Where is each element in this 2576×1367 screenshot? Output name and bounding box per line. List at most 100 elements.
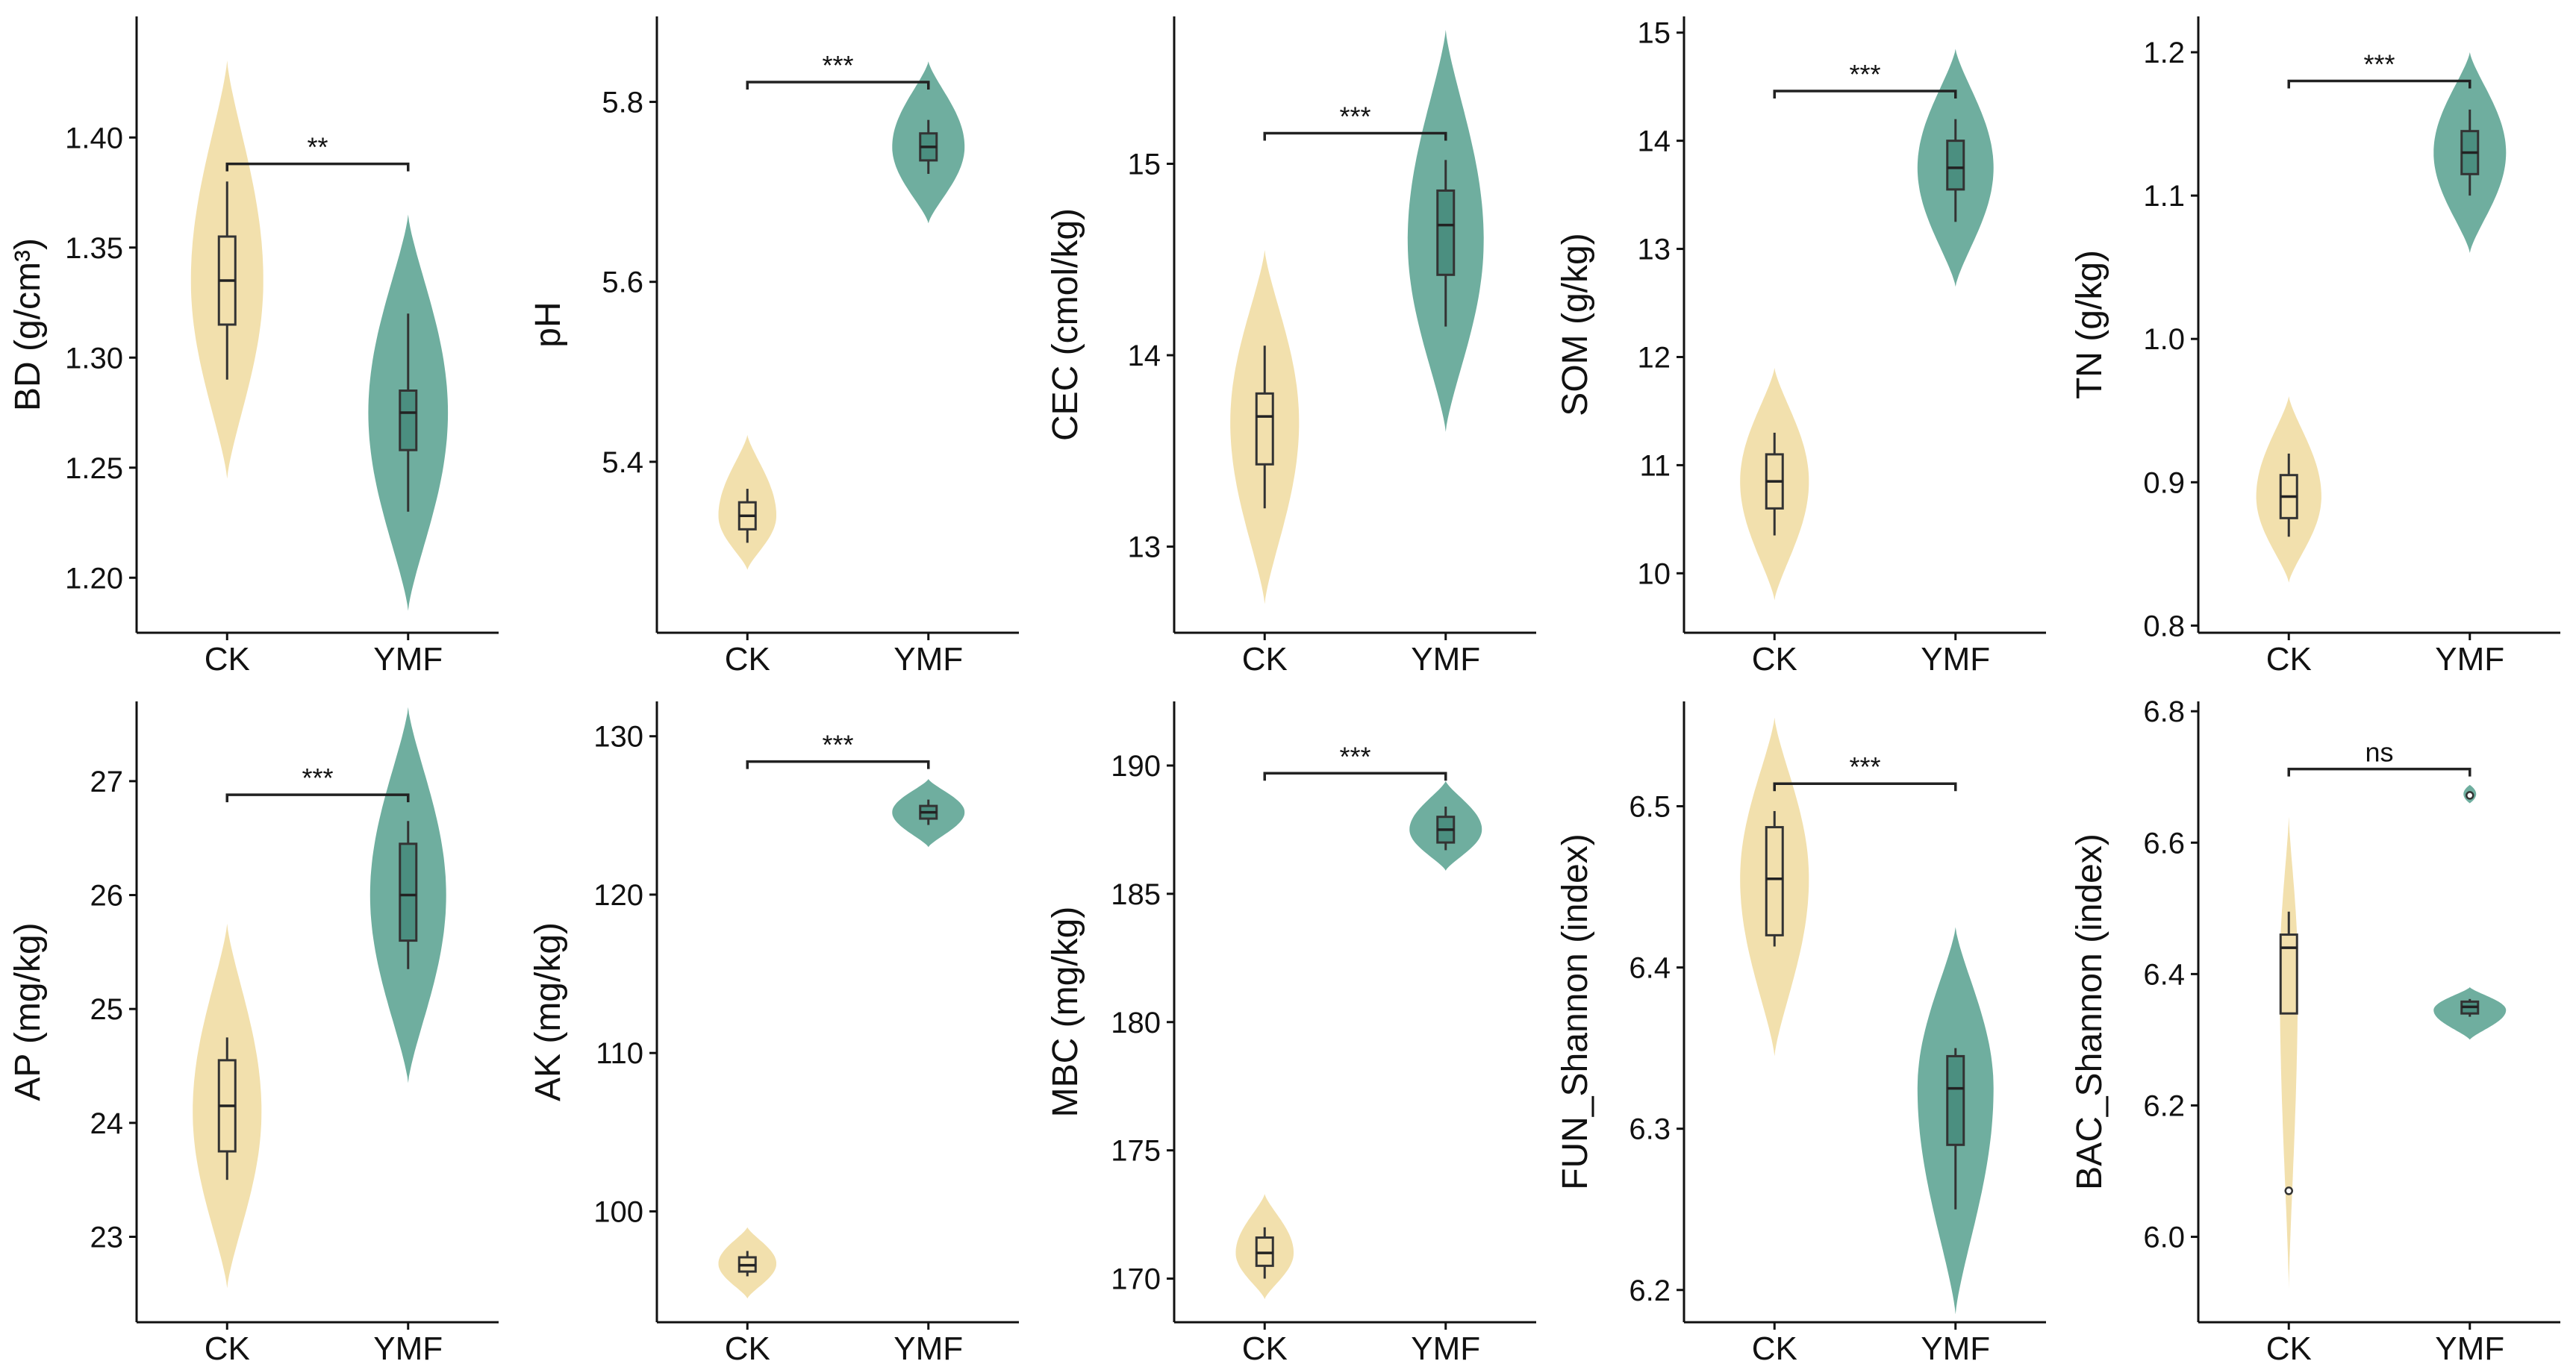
violin-bac-shannon-ck [2280, 816, 2298, 1289]
y-tick-label-som-0: 10 [1638, 557, 1671, 590]
y-tick-label-mbc-2: 180 [1111, 1007, 1161, 1039]
significance-bracket-fun-shannon [1773, 782, 1957, 792]
y-axis-label-ap: AP (mg/kg) [8, 922, 48, 1101]
significance-bracket-ap [225, 793, 410, 803]
significance-label-mbc: *** [1339, 741, 1370, 772]
y-axis-label-fun-shannon: FUN_Shannon (index) [1556, 833, 1595, 1190]
y-tick-label-ak-0: 100 [593, 1195, 643, 1228]
box-fun-shannon-ck [1765, 826, 1784, 936]
box-cec-ymf [1436, 189, 1456, 276]
y-tick-label-tn-4: 1.2 [2143, 37, 2185, 69]
y-tick-label-bd-2: 1.30 [65, 342, 123, 375]
y-axis-label-ak: AK (mg/kg) [528, 922, 568, 1101]
y-axis-label-mbc: MBC (mg/kg) [1046, 907, 1085, 1118]
x-category-label-mbc-ymf: YMF [1411, 1330, 1480, 1367]
significance-label-ak: *** [822, 730, 853, 760]
box-bac-shannon-ck [2279, 933, 2298, 1015]
y-tick-label-bac-shannon-0: 6.0 [2143, 1221, 2185, 1254]
y-tick-label-tn-0: 0.8 [2143, 610, 2185, 642]
y-tick-label-bac-shannon-1: 6.2 [2143, 1089, 2185, 1122]
y-axis-label-cec: CEC (cmol/kg) [1046, 208, 1085, 441]
significance-label-bac-shannon: ns [2365, 737, 2393, 768]
panel-bac-shannon: ns 6.0 6.2 6.4 6.6 6.8 CK YMF BAC_Shannon (index… [2070, 695, 2560, 1367]
y-tick-label-ap-2: 25 [90, 993, 124, 1026]
x-category-label-mbc-ck: CK [1242, 1330, 1288, 1367]
panel-cec: *** 13 14 15 CK YMF CEC (cmol/kg) [1046, 16, 1536, 678]
significance-label-ph: *** [822, 50, 853, 81]
y-tick-label-bd-0: 1.20 [65, 562, 123, 595]
box-cec-ck [1255, 392, 1274, 466]
y-tick-label-cec-2: 15 [1128, 148, 1161, 181]
y-axis-label-tn: TN (g/kg) [2070, 250, 2109, 399]
x-category-label-ph-ck: CK [725, 641, 770, 678]
x-category-label-bac-shannon-ck: CK [2266, 1330, 2312, 1367]
y-tick-label-ap-4: 27 [90, 766, 124, 798]
y-tick-label-ak-2: 120 [593, 879, 643, 912]
y-tick-label-tn-1: 0.9 [2143, 466, 2185, 499]
significance-bracket-tn [2287, 79, 2471, 89]
y-tick-label-som-4: 14 [1638, 125, 1671, 158]
box-fun-shannon-ymf [1946, 1054, 1965, 1146]
y-tick-label-fun-shannon-1: 6.3 [1629, 1113, 1671, 1146]
y-tick-label-fun-shannon-0: 6.2 [1629, 1274, 1671, 1307]
y-tick-label-tn-3: 1.1 [2143, 180, 2185, 213]
box-ap-ymf [399, 842, 418, 942]
y-axis-label-bd: BD (g/cm³) [8, 238, 48, 411]
outlier-bac-shannon-ck-0 [2284, 1186, 2293, 1195]
box-som-ymf [1946, 140, 1965, 191]
y-tick-label-mbc-3: 185 [1111, 878, 1161, 911]
y-tick-label-bac-shannon-4: 6.8 [2143, 695, 2185, 728]
y-tick-label-bac-shannon-2: 6.4 [2143, 958, 2185, 991]
panel-ak: *** 100 110 120 130 CK YMF AK (mg/kg) [528, 701, 1019, 1367]
y-tick-label-mbc-4: 190 [1111, 750, 1161, 783]
significance-bracket-cec [1263, 131, 1447, 141]
y-tick-label-bd-3: 1.35 [65, 232, 123, 265]
y-tick-label-ph-1: 5.6 [602, 266, 643, 299]
significance-label-cec: *** [1339, 101, 1370, 131]
x-category-label-fun-shannon-ymf: YMF [1921, 1330, 1990, 1367]
x-category-label-som-ck: CK [1752, 641, 1797, 678]
x-category-label-som-ymf: YMF [1921, 641, 1990, 678]
panel-ap: *** 23 24 25 26 27 CK YMF AP (mg/kg) [8, 701, 499, 1367]
x-category-label-bac-shannon-ymf: YMF [2435, 1330, 2504, 1367]
panel-som: *** 10 11 12 13 14 15 CK YMF SOM (g/kg) [1556, 16, 2046, 678]
y-tick-label-cec-0: 13 [1128, 531, 1161, 564]
significance-bracket-ak [746, 760, 930, 769]
y-tick-label-bac-shannon-3: 6.6 [2143, 827, 2185, 860]
significance-label-fun-shannon: *** [1849, 751, 1880, 782]
y-axis-label-ph: pH [528, 301, 568, 347]
y-tick-label-som-2: 12 [1638, 341, 1671, 374]
x-category-label-cec-ymf: YMF [1411, 641, 1480, 678]
y-tick-label-som-1: 11 [1639, 449, 1671, 482]
y-tick-label-mbc-0: 170 [1111, 1263, 1161, 1296]
y-tick-label-ph-0: 5.4 [602, 446, 643, 479]
x-category-label-ap-ymf: YMF [373, 1330, 443, 1367]
panel-ph: *** 5.4 5.6 5.8 CK YMF pH [528, 16, 1019, 678]
x-category-label-ap-ck: CK [205, 1330, 250, 1367]
x-category-label-fun-shannon-ck: CK [1752, 1330, 1797, 1367]
x-category-label-bd-ck: CK [205, 641, 250, 678]
significance-bracket-ph [746, 81, 930, 90]
y-tick-label-som-5: 15 [1638, 17, 1671, 50]
x-category-label-tn-ck: CK [2266, 641, 2312, 678]
significance-bracket-bd [225, 162, 410, 172]
y-tick-label-tn-2: 1.0 [2143, 323, 2185, 356]
y-tick-label-mbc-1: 175 [1111, 1135, 1161, 1168]
y-tick-label-fun-shannon-3: 6.5 [1629, 790, 1671, 823]
y-tick-label-fun-shannon-2: 6.4 [1629, 952, 1671, 985]
x-category-label-cec-ck: CK [1242, 641, 1288, 678]
y-tick-label-cec-1: 14 [1128, 340, 1161, 372]
y-tick-label-bd-4: 1.40 [65, 122, 123, 154]
y-tick-label-som-3: 13 [1638, 234, 1671, 266]
y-axis-label-som: SOM (g/kg) [1556, 233, 1595, 416]
significance-bracket-mbc [1263, 772, 1447, 781]
panel-fun-shannon: *** 6.2 6.3 6.4 6.5 CK YMF FUN_Shannon (index) [1556, 701, 2046, 1367]
significance-bracket-bac-shannon [2287, 767, 2471, 777]
panel-tn: *** 0.8 0.9 1.0 1.1 1.2 CK YMF TN (g/kg) [2070, 16, 2560, 678]
x-category-label-ak-ck: CK [725, 1330, 770, 1367]
panel-bd: ** 1.20 1.25 1.30 1.35 1.40 CK YMF BD (g/cm³) [8, 16, 499, 678]
panel-mbc: *** 170 175 180 185 190 CK YMF MBC (mg/kg) [1046, 701, 1536, 1367]
y-tick-label-ap-3: 26 [90, 880, 124, 913]
significance-bracket-som [1773, 90, 1957, 98]
